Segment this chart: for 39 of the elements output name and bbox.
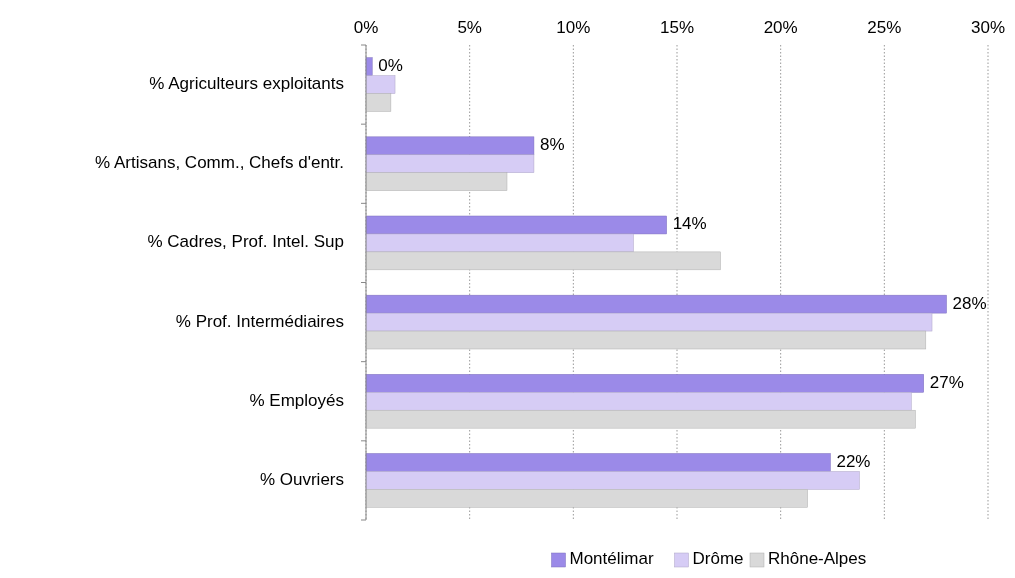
y-tick-label: % Prof. Intermédiaires: [175, 311, 344, 331]
y-tick-label: % Ouvriers: [259, 469, 344, 489]
bar: [365, 215, 667, 235]
y-tick-label: % Employés: [249, 390, 344, 410]
x-tick-label: 20%: [763, 18, 798, 37]
bar: [365, 489, 808, 508]
data-label: 8%: [539, 135, 565, 155]
bar: [365, 172, 508, 191]
x-tick-label: 15%: [659, 18, 695, 37]
bar: [365, 409, 916, 429]
x-tick-label: 10%: [556, 18, 591, 37]
bar: [365, 154, 535, 173]
bar: [365, 392, 912, 411]
data-label: 28%: [952, 293, 987, 313]
bar: [365, 374, 924, 393]
x-tick-label: 25%: [867, 18, 902, 37]
bar: [365, 251, 721, 271]
legend-label: Montélimar: [569, 549, 654, 569]
bar: [365, 136, 535, 156]
y-tick-label: % Agriculteurs exploitants: [149, 74, 344, 94]
bar: [365, 75, 396, 94]
data-label: 0%: [378, 56, 403, 76]
legend-label: Drôme: [692, 549, 744, 569]
bar: [365, 233, 634, 253]
x-tick-label: 0%: [353, 18, 379, 37]
y-tick-label: % Cadres, Prof. Intel. Sup: [147, 232, 344, 252]
bar: [365, 312, 933, 332]
bar: [365, 471, 860, 490]
data-label: 27%: [929, 372, 964, 392]
y-tick-label: % Artisans, Comm., Chefs d'entr.: [95, 153, 344, 173]
bar: [365, 294, 947, 314]
bar: [365, 453, 831, 472]
legend-label: Rhône-Alpes: [768, 549, 867, 569]
x-tick-label: 5%: [457, 18, 482, 37]
data-label: 22%: [836, 451, 871, 471]
bar: [365, 330, 927, 350]
bar: [365, 93, 392, 112]
data-label: 14%: [672, 214, 707, 234]
x-tick-label: 30%: [970, 18, 1006, 37]
